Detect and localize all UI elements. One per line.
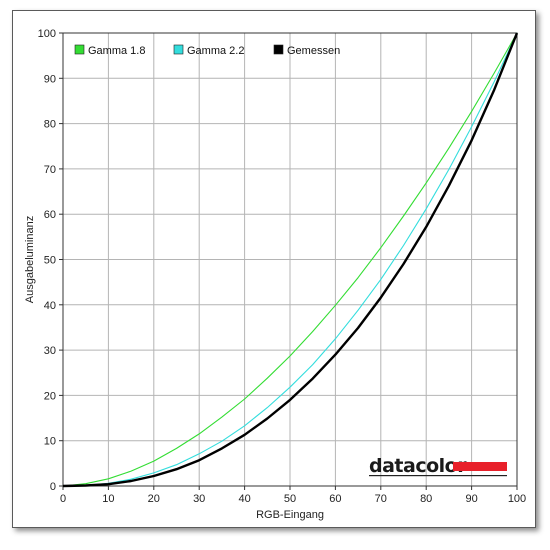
legend-swatch-gamma-1-8 [74, 44, 85, 55]
legend-swatch-gemessen [273, 44, 284, 55]
logo-bar [453, 462, 507, 471]
legend-label-gamma-1-8: Gamma 1.8 [88, 45, 145, 57]
x-tick-label-3: 30 [193, 493, 205, 505]
x-tick-label-7: 70 [375, 493, 387, 505]
legend-label-gemessen: Gemessen [287, 45, 340, 57]
y-tick-label-10: 100 [38, 28, 56, 40]
x-tick-label-5: 50 [284, 493, 296, 505]
y-axis-title: Ausgabeluminanz [24, 216, 36, 303]
logo-underline [369, 475, 507, 477]
y-tick-label-2: 20 [44, 390, 56, 402]
series-line-gemessen [62, 32, 519, 488]
logo-text: datacolor [369, 455, 467, 477]
x-tick-label-10: 100 [508, 493, 526, 505]
x-tick-label-8: 80 [420, 493, 432, 505]
grid [62, 32, 518, 487]
x-tick-label-2: 20 [148, 493, 160, 505]
tick-labels: 0 10 20 30 40 50 60 70 80 90 100 0 10 20 30 40 50 60 70 80 9… [38, 28, 527, 505]
x-tick-label-4: 40 [238, 493, 250, 505]
y-tick-label-5: 50 [44, 255, 56, 267]
x-tick-label-1: 10 [102, 493, 114, 505]
series-line-gamma-2-2 [62, 32, 518, 487]
y-tick-label-8: 80 [44, 119, 56, 131]
y-tick-label-3: 30 [44, 345, 56, 357]
datacolor-logo: datacolor [369, 455, 507, 477]
legend: Gamma 1.8 Gamma 2.2 Gemessen [74, 44, 340, 57]
y-tick-label-1: 10 [44, 436, 56, 448]
x-axis-title: RGB-Eingang [256, 509, 324, 521]
x-tick-label-0: 0 [60, 493, 66, 505]
series-line-gamma-1-8 [62, 32, 518, 487]
legend-swatch-gamma-2-2 [173, 44, 184, 55]
y-tick-label-0: 0 [50, 481, 56, 493]
y-tick-label-9: 90 [44, 73, 56, 85]
chart-frame: 0 10 20 30 40 50 60 70 80 90 100 0 10 20 30 40 50 60 70 80 9… [12, 10, 536, 528]
y-tick-label-7: 70 [44, 164, 56, 176]
y-tick-label-4: 40 [44, 300, 56, 312]
series-lines [62, 32, 519, 488]
x-tick-label-9: 90 [465, 493, 477, 505]
gamma-chart: 0 10 20 30 40 50 60 70 80 90 100 0 10 20 30 40 50 60 70 80 9… [24, 28, 527, 521]
x-tick-label-6: 60 [329, 493, 341, 505]
y-tick-label-6: 60 [44, 209, 56, 221]
legend-label-gamma-2-2: Gamma 2.2 [187, 45, 244, 57]
